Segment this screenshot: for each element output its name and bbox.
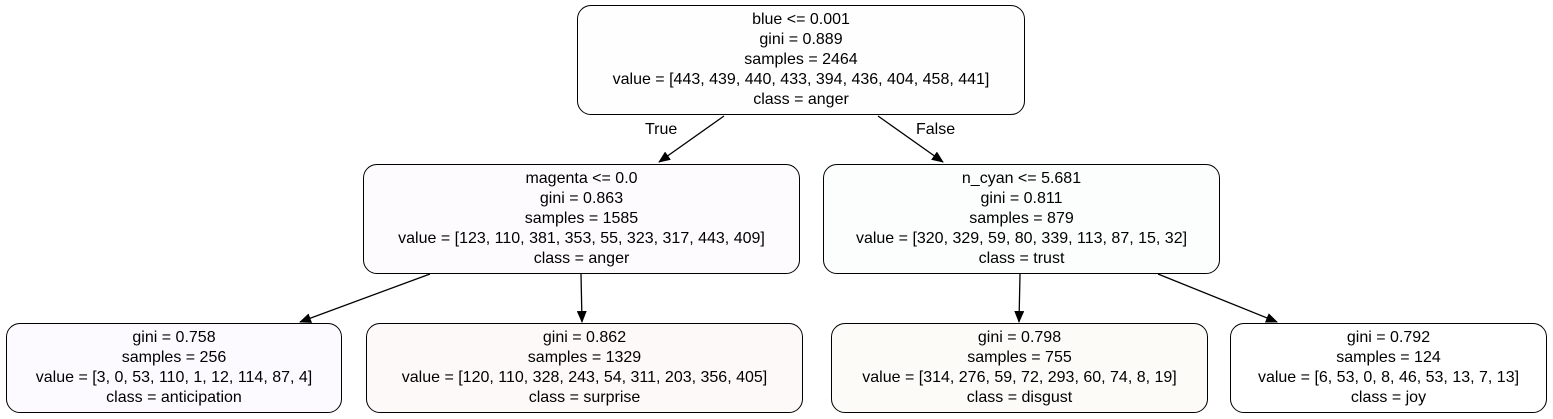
tree-node-right: n_cyan <= 5.681 gini = 0.811 samples = 8… [823, 164, 1220, 274]
tree-node-left: magenta <= 0.0 gini = 0.863 samples = 15… [363, 164, 800, 274]
tree-leaf-joy: gini = 0.792 samples = 124 value = [6, 5… [1230, 323, 1547, 413]
node-class: class = anger [533, 250, 630, 267]
node-gini: gini = 0.889 [759, 31, 843, 48]
node-class: class = disgust [966, 389, 1073, 406]
edge-root-to-right [877, 115, 944, 163]
node-value: value = [320, 329, 59, 80, 339, 113, 87,… [855, 230, 1188, 247]
node-gini: gini = 0.811 [980, 190, 1063, 207]
node-class: class = trust [978, 250, 1065, 267]
node-samples: samples = 256 [121, 349, 227, 366]
node-class: class = anticipation [106, 389, 242, 406]
node-gini: gini = 0.862 [542, 329, 627, 346]
node-class: class = joy [1350, 389, 1427, 406]
node-split-rule: magenta <= 0.0 [525, 170, 638, 187]
node-samples: samples = 1585 [524, 210, 639, 227]
node-samples: samples = 879 [969, 210, 1074, 227]
node-value: value = [443, 439, 440, 433, 394, 436, 4… [612, 71, 990, 88]
node-split-rule: n_cyan <= 5.681 [961, 170, 1082, 187]
node-value: value = [314, 276, 59, 72, 293, 60, 74, … [862, 369, 1177, 386]
node-class: class = anger [753, 91, 849, 108]
node-gini: gini = 0.792 [1346, 329, 1431, 346]
tree-leaf-anticipation: gini = 0.758 samples = 256 value = [3, 0… [6, 323, 342, 413]
node-class: class = surprise [528, 389, 641, 406]
node-value: value = [3, 0, 53, 110, 1, 12, 114, 87, … [35, 369, 313, 386]
edge-left-to-leaf2 [576, 273, 587, 323]
tree-leaf-surprise: gini = 0.862 samples = 1329 value = [120… [366, 323, 803, 413]
node-gini: gini = 0.758 [132, 329, 216, 346]
node-gini: gini = 0.863 [539, 190, 624, 207]
node-samples: samples = 1329 [527, 349, 642, 366]
tree-leaf-disgust: gini = 0.798 samples = 755 value = [314,… [831, 323, 1208, 413]
node-value: value = [120, 110, 328, 243, 54, 311, 20… [401, 369, 768, 386]
node-samples: samples = 2464 [744, 51, 858, 68]
node-samples: samples = 755 [967, 349, 1072, 366]
edge-root-to-left [658, 115, 725, 163]
node-samples: samples = 124 [1336, 349, 1441, 366]
node-value: value = [123, 110, 381, 353, 55, 323, 31… [398, 230, 765, 247]
node-gini: gini = 0.798 [977, 329, 1062, 346]
edge-label-true: True [645, 121, 678, 138]
edge-right-to-leaf3 [1014, 273, 1025, 323]
node-split-rule: blue <= 0.001 [752, 11, 850, 28]
edge-right-to-leaf4 [1157, 273, 1278, 323]
tree-node-root: blue <= 0.001 gini = 0.889 samples = 246… [577, 5, 1025, 115]
node-value: value = [6, 53, 0, 8, 46, 53, 13, 7, 13] [1257, 369, 1520, 386]
edge-left-to-leaf1 [299, 273, 431, 323]
edge-label-false: False [916, 121, 956, 138]
